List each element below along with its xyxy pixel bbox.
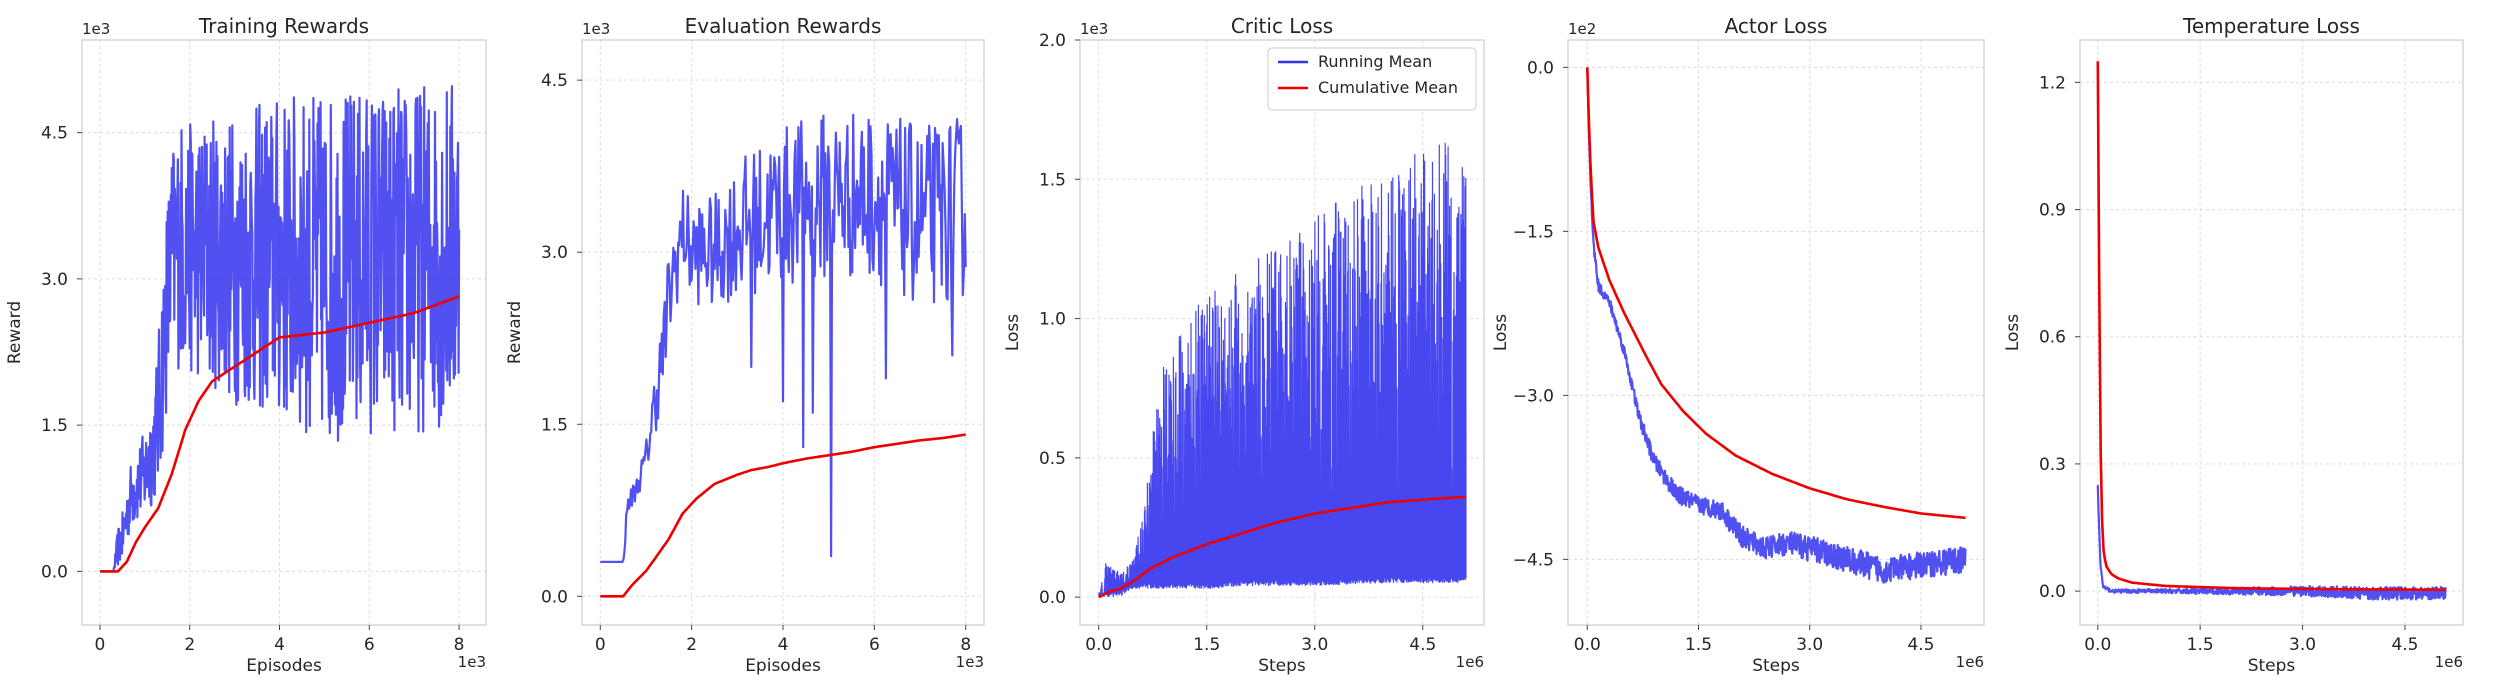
- y-tick-label-0: 0.0: [1527, 58, 1554, 78]
- y-tick-label-2: 3.0: [541, 243, 568, 263]
- series-running-line: [2096, 485, 2447, 601]
- plot-area: [1098, 142, 1467, 599]
- series-cumulative-line: [100, 295, 460, 573]
- y-tick-label-1: −1.5: [1513, 222, 1554, 242]
- x-tick-label-3: 4.5: [2391, 635, 2418, 655]
- y-tick-label-3: 4.5: [41, 124, 68, 144]
- y-axis-label: Loss: [2003, 314, 2023, 351]
- y-tick-label-1: 1.5: [541, 415, 568, 435]
- y-tick-label-0: 0.0: [541, 587, 568, 607]
- x-tick-label-3: 4.5: [1907, 635, 1934, 655]
- y-offset-label: 1e3: [582, 20, 610, 38]
- chart-panel-3: 0.0 1.5 3.0 4.5 0.0 0.5 1.0 1.5 2.0 1e3 1e6 Critic …: [1003, 14, 1485, 676]
- series-cumulative-line: [600, 433, 966, 598]
- x-offset-label: 1e6: [1456, 653, 1484, 671]
- x-axis-label: Episodes: [745, 656, 821, 676]
- x-tick-label-0: 0.0: [1574, 635, 1601, 655]
- x-axis-label: Steps: [1752, 656, 1800, 676]
- legend-label-cumulative: Cumulative Mean: [1318, 78, 1458, 97]
- x-tick-label-2: 3.0: [1796, 635, 1823, 655]
- chart-panel-4: 0.0 1.5 3.0 4.5 0.0 −1.5 −3.0 −4.5 1e2 1e6 Actor L…: [1491, 14, 1985, 676]
- x-tick-label-1: 1.5: [2187, 635, 2214, 655]
- x-offset-label: 1e6: [1956, 653, 1984, 671]
- x-axis-label: Episodes: [246, 656, 322, 676]
- legend-label-running: Running Mean: [1318, 52, 1432, 71]
- y-tick-label-1: 1.5: [41, 416, 68, 436]
- x-tick-label-3: 6: [364, 635, 375, 655]
- y-tick-label-0: 0.0: [2039, 582, 2066, 602]
- plot-frame: [1079, 39, 1485, 626]
- y-tick-label-2: −3.0: [1513, 386, 1554, 406]
- x-tick-label-3: 4.5: [1409, 635, 1436, 655]
- x-axis-label: Steps: [1258, 656, 1306, 676]
- chart-title: Training Rewards: [198, 14, 369, 38]
- series-running-line: [99, 85, 461, 573]
- chart-title: Temperature Loss: [2182, 14, 2360, 38]
- y-tick-label-3: 0.9: [2039, 201, 2066, 221]
- y-offset-label: 1e3: [82, 20, 110, 38]
- y-tick-label-3: 4.5: [541, 71, 568, 91]
- x-tick-label-2: 3.0: [2289, 635, 2316, 655]
- y-tick-label-4: 1.2: [2039, 73, 2066, 93]
- y-tick-label-0: 0.0: [1039, 588, 1066, 608]
- series-cumulative-line: [2096, 61, 2446, 592]
- y-axis-label: Reward: [505, 301, 525, 364]
- x-tick-label-0: 0.0: [1085, 635, 1112, 655]
- x-tick-label-4: 8: [960, 635, 971, 655]
- plot-area: [99, 85, 461, 573]
- x-tick-label-2: 4: [778, 635, 789, 655]
- x-offset-label: 1e3: [458, 653, 486, 671]
- series-running-line: [1098, 142, 1467, 598]
- plot-area: [1586, 67, 1967, 584]
- y-tick-label-3: 1.5: [1039, 170, 1066, 190]
- x-offset-label: 1e3: [956, 653, 984, 671]
- chart-title: Critic Loss: [1231, 14, 1333, 38]
- y-tick-label-2: 3.0: [41, 270, 68, 290]
- y-tick-label-2: 1.0: [1039, 310, 1066, 330]
- x-tick-label-0: 0: [595, 635, 606, 655]
- y-tick-label-1: 0.3: [2039, 455, 2066, 475]
- x-tick-label-0: 0.0: [2084, 635, 2111, 655]
- x-tick-label-3: 6: [869, 635, 880, 655]
- x-offset-label: 1e6: [2435, 653, 2463, 671]
- legend-box: [1267, 47, 1477, 111]
- series-running-line: [600, 113, 967, 563]
- chart-panel-2: 0 2 4 6 8 0.0 1.5 3.0 4.5 1e3 1e3 Evaluation Reward…: [505, 14, 985, 676]
- chart-panel-5: 0.0 1.5 3.0 4.5 0.0 0.3 0.6 0.9 1.2 1e6 Temperatur…: [2003, 14, 2464, 676]
- y-tick-label-2: 0.6: [2039, 328, 2066, 348]
- x-tick-label-2: 3.0: [1301, 635, 1328, 655]
- y-axis-label: Loss: [1003, 314, 1023, 351]
- y-tick-label-0: 0.0: [41, 562, 68, 582]
- y-axis-label: Loss: [1491, 314, 1511, 351]
- x-tick-label-1: 2: [686, 635, 697, 655]
- y-tick-label-4: 2.0: [1039, 31, 1066, 51]
- chart-title: Actor Loss: [1725, 14, 1828, 38]
- plot-area: [2096, 61, 2447, 601]
- series-cumulative-line: [1098, 495, 1467, 599]
- x-axis-label: Steps: [2248, 656, 2296, 676]
- plot-area: [600, 113, 967, 598]
- y-axis-label: Reward: [5, 301, 25, 364]
- chart-panel-1: 0 2 4 6 8 0.0 1.5 3.0 4.5 1e3 1e3 Training Rewards E…: [5, 14, 487, 676]
- y-tick-label-1: 0.5: [1039, 449, 1066, 469]
- y-tick-label-3: −4.5: [1513, 550, 1554, 570]
- series-running-line: [1586, 67, 1967, 584]
- x-tick-label-1: 1.5: [1685, 635, 1712, 655]
- x-tick-label-0: 0: [95, 635, 106, 655]
- y-offset-label: 1e3: [1080, 20, 1108, 38]
- x-tick-label-1: 2: [184, 635, 195, 655]
- plot-frame: [2079, 39, 2464, 626]
- y-offset-label: 1e2: [1568, 20, 1596, 38]
- x-tick-label-4: 8: [454, 635, 465, 655]
- x-tick-label-1: 1.5: [1193, 635, 1220, 655]
- x-tick-label-2: 4: [274, 635, 285, 655]
- legend: Running Mean Cumulative Mean: [1267, 47, 1477, 111]
- chart-title: Evaluation Rewards: [685, 14, 882, 38]
- plot-frame: [81, 39, 487, 626]
- plot-frame: [1567, 39, 1985, 626]
- series-cumulative-line: [1586, 67, 1966, 520]
